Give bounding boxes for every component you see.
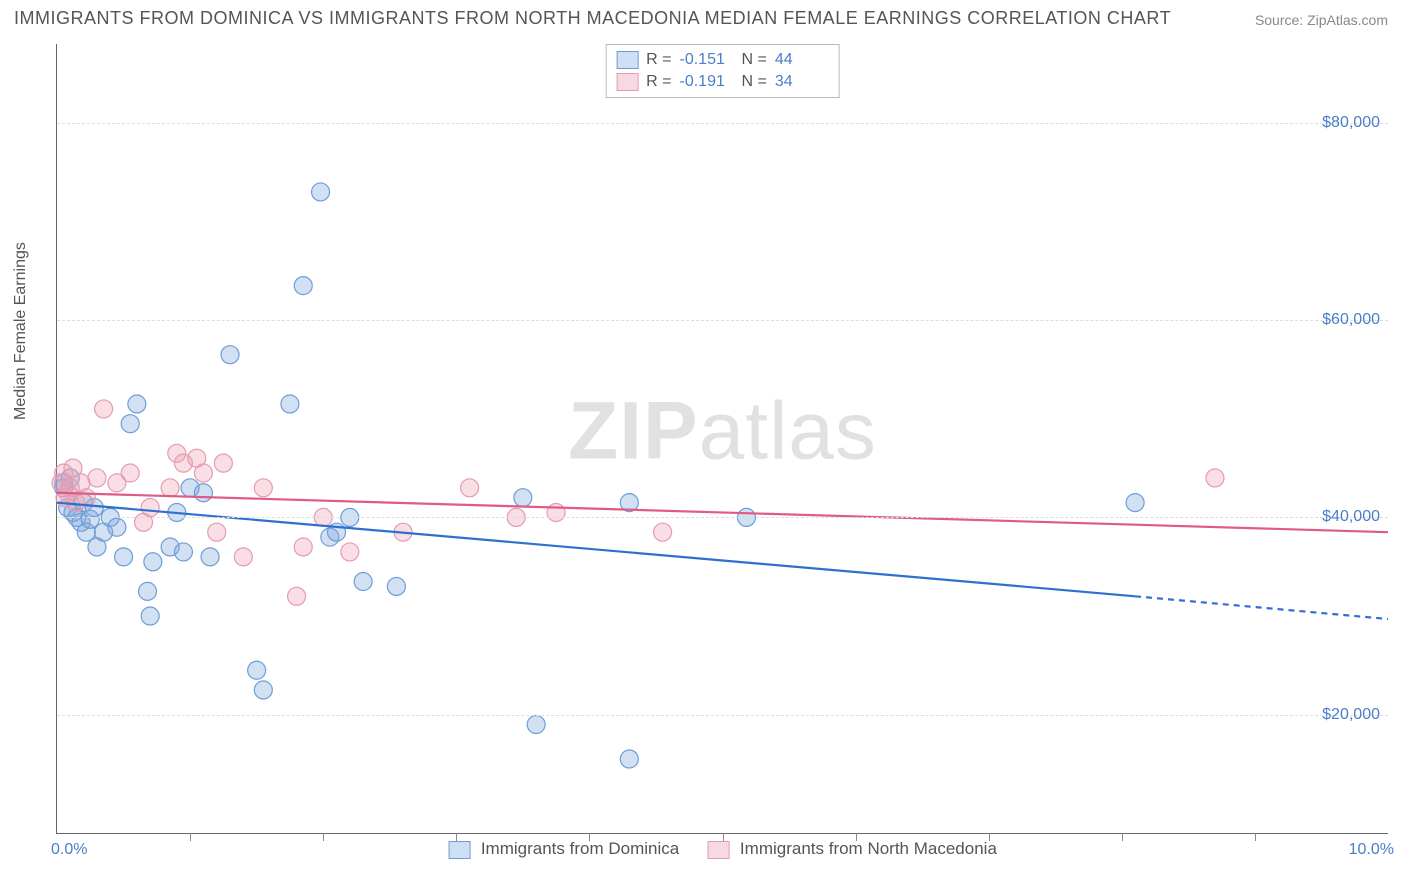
y-axis-label: Median Female Earnings: [12, 242, 30, 420]
x-tick-mark: [589, 833, 590, 841]
data-point: [547, 503, 565, 521]
data-point: [121, 415, 139, 433]
data-point: [281, 395, 299, 413]
data-point: [248, 661, 266, 679]
trend-line-extrapolated: [1135, 596, 1388, 619]
swatch-dominica-icon: [448, 841, 470, 859]
n-value-macedonia: 34: [775, 73, 829, 91]
data-point: [221, 346, 239, 364]
r-label: R =: [646, 73, 671, 91]
correlation-legend: R = -0.151 N = 44 R = -0.191 N = 34: [605, 44, 840, 98]
data-point: [194, 484, 212, 502]
data-point: [514, 489, 532, 507]
legend-item-macedonia: Immigrants from North Macedonia: [707, 839, 997, 859]
swatch-dominica-icon: [616, 51, 638, 69]
x-tick-mark: [1255, 833, 1256, 841]
data-point: [139, 582, 157, 600]
data-point: [1206, 469, 1224, 487]
x-tick-mark: [323, 833, 324, 841]
grid-line: [57, 715, 1388, 716]
data-point: [387, 577, 405, 595]
y-tick-label: $80,000: [1322, 114, 1380, 132]
data-point: [461, 479, 479, 497]
n-label: N =: [742, 51, 767, 69]
legend-row-dominica: R = -0.151 N = 44: [616, 49, 829, 71]
trend-line: [57, 493, 1388, 532]
plot-area: ZIPatlas R = -0.151 N = 44 R = -0.191 N …: [56, 44, 1388, 834]
data-point: [341, 543, 359, 561]
data-point: [128, 395, 146, 413]
n-value-dominica: 44: [775, 51, 829, 69]
data-point: [254, 479, 272, 497]
data-point: [288, 587, 306, 605]
data-point: [620, 750, 638, 768]
data-point: [174, 543, 192, 561]
data-point: [144, 553, 162, 571]
data-point: [312, 183, 330, 201]
data-point: [254, 681, 272, 699]
data-point: [354, 573, 372, 591]
x-tick-mark: [1122, 833, 1123, 841]
data-point: [95, 400, 113, 418]
swatch-macedonia-icon: [616, 73, 638, 91]
data-point: [194, 464, 212, 482]
legend-label-dominica: Immigrants from Dominica: [481, 839, 679, 858]
data-point: [294, 538, 312, 556]
chart-title: IMMIGRANTS FROM DOMINICA VS IMMIGRANTS F…: [14, 8, 1171, 29]
data-point: [115, 548, 133, 566]
data-point: [234, 548, 252, 566]
data-point: [294, 277, 312, 295]
grid-line: [57, 517, 1388, 518]
legend-label-macedonia: Immigrants from North Macedonia: [740, 839, 997, 858]
data-point: [1126, 494, 1144, 512]
swatch-macedonia-icon: [707, 841, 729, 859]
series-legend: Immigrants from Dominica Immigrants from…: [448, 839, 997, 859]
r-label: R =: [646, 51, 671, 69]
data-point: [121, 464, 139, 482]
chart-source: Source: ZipAtlas.com: [1255, 12, 1388, 28]
legend-item-dominica: Immigrants from Dominica: [448, 839, 679, 859]
x-tick-label: 0.0%: [51, 841, 87, 859]
data-point: [161, 479, 179, 497]
data-point: [88, 469, 106, 487]
r-value-macedonia: -0.191: [680, 73, 734, 91]
data-point: [527, 716, 545, 734]
x-tick-mark: [856, 833, 857, 841]
data-point: [201, 548, 219, 566]
r-value-dominica: -0.151: [680, 51, 734, 69]
legend-row-macedonia: R = -0.191 N = 34: [616, 71, 829, 93]
x-tick-label: 10.0%: [1349, 841, 1394, 859]
data-point: [208, 523, 226, 541]
y-tick-label: $20,000: [1322, 706, 1380, 724]
data-point: [141, 499, 159, 517]
data-point: [214, 454, 232, 472]
x-tick-mark: [989, 833, 990, 841]
grid-line: [57, 123, 1388, 124]
y-tick-label: $60,000: [1322, 311, 1380, 329]
grid-line: [57, 320, 1388, 321]
n-label: N =: [742, 73, 767, 91]
x-tick-mark: [723, 833, 724, 841]
y-tick-label: $40,000: [1322, 508, 1380, 526]
data-point: [141, 607, 159, 625]
x-tick-mark: [456, 833, 457, 841]
data-point: [108, 518, 126, 536]
data-point: [654, 523, 672, 541]
x-tick-mark: [190, 833, 191, 841]
